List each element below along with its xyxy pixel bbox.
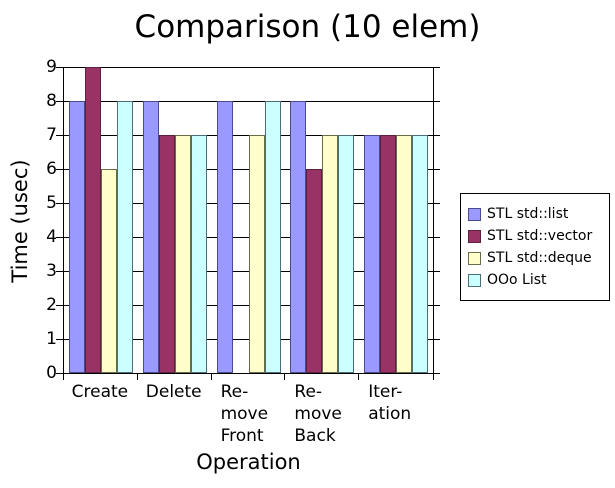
xcat-label-remove-front: Re-move Front	[211, 381, 285, 447]
ytick-mark-right-0	[434, 373, 440, 374]
gridline-2	[64, 305, 433, 306]
bar-stl-std-list-remove-front	[217, 101, 233, 373]
legend-label-stl-std-list: STL std::list	[487, 206, 569, 222]
xtick-mark-1	[137, 374, 138, 380]
plot-area	[63, 67, 434, 374]
ytick-label-5: 5	[46, 193, 57, 213]
xcat-label-iteration-line-0: Iter-	[368, 382, 403, 402]
xtick-mark-3	[284, 374, 285, 380]
ytick-mark-6	[56, 169, 63, 170]
gridline-8	[64, 101, 433, 102]
xtick-mark-5	[433, 374, 434, 380]
xcat-label-remove-back-line-2: Back	[294, 426, 336, 446]
xcat-label-create: Create	[63, 381, 137, 403]
ytick-label-1: 1	[46, 329, 57, 349]
ytick-mark-2	[56, 305, 63, 306]
ytick-label-6: 6	[46, 159, 57, 179]
xcat-label-remove-front-line-2: Front	[220, 426, 264, 446]
ytick-mark-right-5	[434, 203, 440, 204]
legend-item-stl-std-list: STL std::list	[468, 203, 605, 225]
chart-title: Comparison (10 elem)	[134, 9, 481, 45]
xcat-label-remove-front-line-1: move	[220, 404, 269, 424]
legend-label-stl-std-vector: STL std::vector	[487, 228, 593, 244]
bar-stl-std-deque-delete	[175, 135, 191, 373]
bar-stl-std-deque-iteration	[396, 135, 412, 373]
bar-stl-std-vector-remove-back	[306, 169, 322, 373]
gridline-6	[64, 169, 433, 170]
bar-stl-std-deque-remove-back	[322, 135, 338, 373]
ytick-label-2: 2	[46, 295, 57, 315]
ytick-mark-right-8	[434, 101, 440, 102]
gridline-1	[64, 339, 433, 340]
xcat-label-iteration: Iter-ation	[358, 381, 432, 425]
ytick-mark-3	[56, 271, 63, 272]
xcat-label-remove-back: Re-move Back	[284, 381, 358, 447]
bar-stl-std-deque-remove-front	[249, 135, 265, 373]
xcat-label-remove-back-line-1: move	[294, 404, 342, 424]
xtick-mark-2	[211, 374, 212, 380]
bar-stl-std-vector-iteration	[380, 135, 396, 373]
bar-ooo-list-remove-front	[265, 101, 281, 373]
xcat-label-delete: Delete	[137, 381, 211, 403]
legend-item-stl-std-vector: STL std::vector	[468, 225, 605, 247]
xcat-label-create-line-0: Create	[71, 382, 129, 402]
xtick-mark-0	[63, 374, 64, 380]
gridline-9	[64, 67, 433, 68]
ytick-mark-right-4	[434, 237, 440, 238]
ytick-label-7: 7	[46, 125, 57, 145]
gridline-5	[64, 203, 433, 204]
xcat-label-iteration-line-1: ation	[368, 404, 412, 424]
ytick-mark-right-3	[434, 271, 440, 272]
bar-stl-std-list-remove-back	[290, 101, 306, 373]
bar-stl-std-vector-create	[85, 67, 101, 373]
gridline-7	[64, 135, 433, 136]
legend-swatch-ooo-list	[468, 273, 481, 287]
ytick-label-9: 9	[46, 57, 57, 77]
bar-stl-std-list-delete	[143, 101, 159, 373]
gridline-3	[64, 271, 433, 272]
bar-stl-std-vector-delete	[159, 135, 175, 373]
ytick-mark-8	[56, 101, 63, 102]
ytick-mark-right-2	[434, 305, 440, 306]
legend-item-ooo-list: OOo List	[468, 269, 605, 291]
ytick-mark-right-6	[434, 169, 440, 170]
xcat-label-remove-front-line-0: Re-	[220, 382, 249, 402]
legend-item-stl-std-deque: STL std::deque	[468, 247, 605, 269]
ytick-mark-right-9	[434, 67, 440, 68]
bar-ooo-list-delete	[191, 135, 207, 373]
bar-stl-std-list-create	[69, 101, 85, 373]
legend-swatch-stl-std-vector	[468, 229, 481, 243]
bar-ooo-list-create	[117, 101, 133, 373]
ytick-label-4: 4	[46, 227, 57, 247]
bar-ooo-list-remove-back	[338, 135, 354, 373]
xcat-label-remove-back-line-0: Re-	[294, 382, 323, 402]
gridline-4	[64, 237, 433, 238]
ytick-mark-1	[56, 339, 63, 340]
ytick-label-0: 0	[46, 363, 57, 383]
legend-swatch-stl-std-list	[468, 207, 481, 221]
ytick-label-3: 3	[46, 261, 57, 281]
bar-ooo-list-iteration	[412, 135, 428, 373]
legend-label-stl-std-deque: STL std::deque	[487, 250, 592, 266]
ytick-mark-7	[56, 135, 63, 136]
x-axis-title: Operation	[196, 450, 301, 474]
legend-swatch-stl-std-deque	[468, 251, 481, 265]
ytick-label-8: 8	[46, 91, 57, 111]
ytick-mark-4	[56, 237, 63, 238]
ytick-mark-right-7	[434, 135, 440, 136]
ytick-mark-0	[56, 373, 63, 374]
bar-stl-std-list-iteration	[364, 135, 380, 373]
ytick-mark-5	[56, 203, 63, 204]
legend-label-ooo-list: OOo List	[487, 272, 547, 288]
ytick-mark-9	[56, 67, 63, 68]
ytick-mark-right-1	[434, 339, 440, 340]
xtick-mark-4	[358, 374, 359, 380]
bar-stl-std-deque-create	[101, 169, 117, 373]
xcat-label-delete-line-0: Delete	[145, 382, 202, 402]
